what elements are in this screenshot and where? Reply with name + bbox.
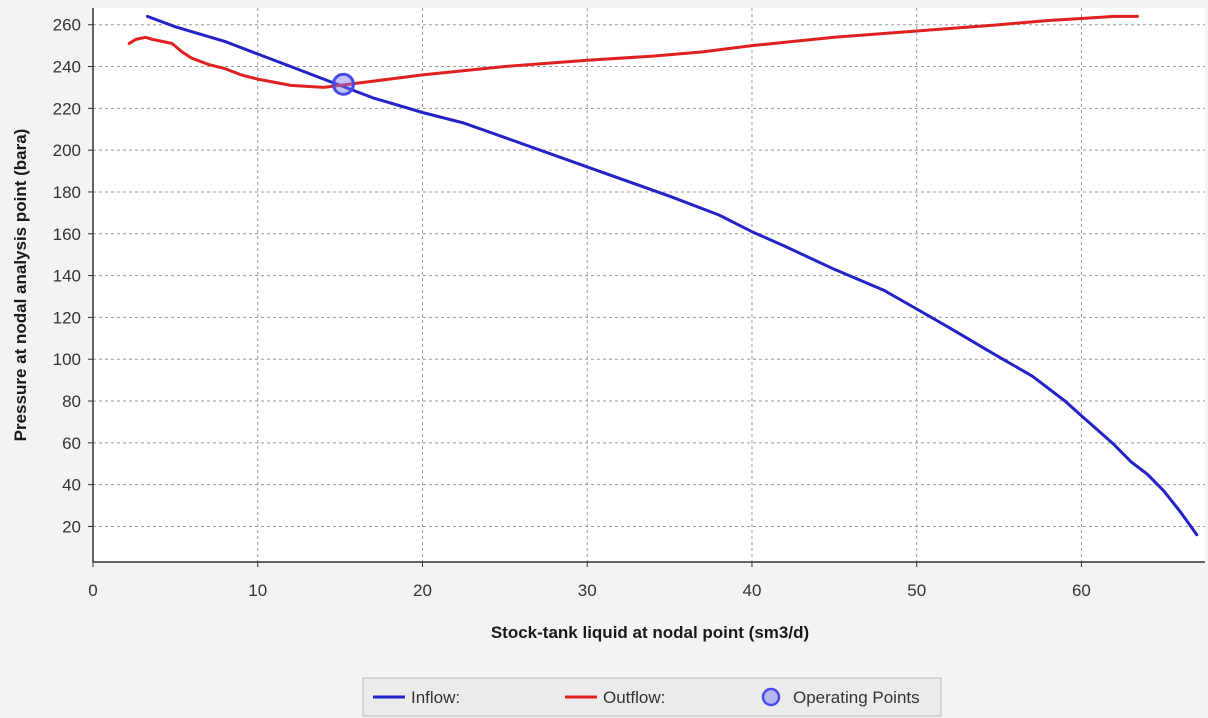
y-tick-label: 220: [53, 99, 81, 118]
legend-operating-points-label: Operating Points: [793, 688, 920, 707]
y-tick-label: 20: [62, 517, 81, 536]
x-axis-title: Stock-tank liquid at nodal point (sm3/d): [491, 623, 809, 642]
y-tick-label: 200: [53, 141, 81, 160]
y-tick-label: 40: [62, 476, 81, 495]
operating-points: [331, 72, 355, 96]
legend-operating-point-icon: [761, 687, 781, 707]
y-tick-label: 160: [53, 225, 81, 244]
y-axis-title: Pressure at nodal analysis point (bara): [11, 129, 30, 442]
legend-inflow-label: Inflow:: [411, 688, 460, 707]
y-tick-label: 120: [53, 308, 81, 327]
series: [127, 14, 1199, 537]
y-tick-label: 240: [53, 58, 81, 77]
series-line-inflow: [145, 14, 1199, 537]
y-tick-label: 140: [53, 267, 81, 286]
x-tick-label: 10: [248, 581, 267, 600]
y-ticks: 20 40 60 80 100 120 140 160 180 200 220 240 260: [53, 16, 93, 536]
x-tick-label: 50: [907, 581, 926, 600]
plot-area: [93, 8, 1205, 562]
x-tick-label: 40: [743, 581, 762, 600]
y-tick-label: 80: [62, 392, 81, 411]
x-tick-label: 0: [88, 581, 97, 600]
grid: [93, 8, 1205, 562]
series-line-outflow: [127, 14, 1139, 89]
x-ticks: 0 10 20 30 40 50 60: [88, 562, 1091, 600]
y-tick-label: 100: [53, 350, 81, 369]
operating-point-marker: [331, 72, 355, 96]
legend-outflow-label: Outflow:: [603, 688, 665, 707]
legend-box: [362, 677, 942, 717]
x-tick-label: 30: [578, 581, 597, 600]
x-tick-label: 60: [1072, 581, 1091, 600]
legend: Inflow: Outflow: Operating Points: [362, 677, 942, 717]
x-tick-label: 20: [413, 581, 432, 600]
y-tick-label: 60: [62, 434, 81, 453]
y-tick-label: 180: [53, 183, 81, 202]
y-tick-label: 260: [53, 16, 81, 35]
